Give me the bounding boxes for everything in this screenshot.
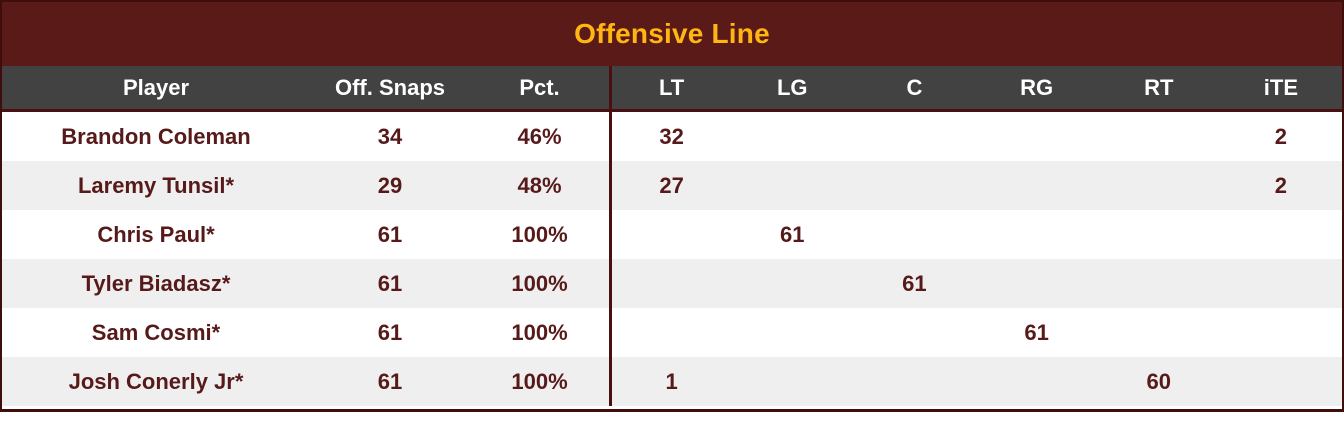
cell-rt xyxy=(1098,308,1220,357)
cell-lg: 61 xyxy=(780,221,805,247)
cell-rg xyxy=(975,161,1097,210)
cell-snaps: 61 xyxy=(377,319,403,345)
cell-rg xyxy=(975,112,1097,161)
column-header-lt: LT xyxy=(609,66,731,109)
cell-lt: 32 xyxy=(609,112,731,161)
offensive-line-table: Offensive Line Player Off. Snaps Pct. LT… xyxy=(0,0,1344,412)
column-header-rg: RG xyxy=(1020,74,1054,100)
cell-player: Josh Conerly Jr* xyxy=(68,368,244,394)
cell-snaps: 29 xyxy=(377,172,403,198)
cell-lg xyxy=(731,259,853,308)
column-header-lg: LG xyxy=(776,74,808,100)
table-row: Chris Paul* 61 100% 61 xyxy=(2,210,1342,259)
cell-ite xyxy=(1220,357,1342,406)
cell-player: Laremy Tunsil* xyxy=(77,172,235,198)
cell-rg xyxy=(975,259,1097,308)
table-title: Offensive Line xyxy=(574,18,770,49)
column-header-rt: RT xyxy=(1144,74,1174,100)
cell-snaps: 61 xyxy=(377,221,403,247)
column-header-snaps: Off. Snaps xyxy=(334,74,445,100)
cell-rt xyxy=(1098,259,1220,308)
cell-lt xyxy=(609,210,731,259)
cell-lt xyxy=(609,259,731,308)
cell-ite: 2 xyxy=(1274,123,1288,149)
cell-lg xyxy=(731,357,853,406)
cell-pct: 100% xyxy=(511,270,568,296)
table-row: Tyler Biadasz* 61 100% 61 xyxy=(2,259,1342,308)
cell-player: Brandon Coleman xyxy=(61,123,251,149)
cell-rg xyxy=(975,210,1097,259)
cell-player: Sam Cosmi* xyxy=(91,319,221,345)
cell-lt: 1 xyxy=(609,357,731,406)
cell-c xyxy=(853,308,975,357)
table-title-bar: Offensive Line xyxy=(2,2,1342,66)
cell-c xyxy=(853,357,975,406)
cell-pct: 48% xyxy=(517,172,562,198)
cell-pct: 100% xyxy=(511,221,568,247)
table-row: Laremy Tunsil* 29 48% 27 2 xyxy=(2,161,1342,210)
cell-lt: 27 xyxy=(609,161,731,210)
cell-rt xyxy=(1098,112,1220,161)
cell-player: Chris Paul* xyxy=(97,221,215,247)
cell-pct: 100% xyxy=(511,368,568,394)
table-row: Josh Conerly Jr* 61 100% 1 60 xyxy=(2,357,1342,406)
cell-rg xyxy=(975,357,1097,406)
cell-rt xyxy=(1098,161,1220,210)
table-row: Brandon Coleman 34 46% 32 2 xyxy=(2,112,1342,161)
cell-c xyxy=(853,112,975,161)
cell-pct: 100% xyxy=(511,319,568,345)
cell-c xyxy=(853,210,975,259)
table-body: Brandon Coleman 34 46% 32 2 Laremy Tunsi… xyxy=(2,112,1342,406)
table-row: Sam Cosmi* 61 100% 61 xyxy=(2,308,1342,357)
cell-rt: 60 xyxy=(1146,368,1171,394)
cell-c: 61 xyxy=(902,270,927,296)
cell-snaps: 61 xyxy=(377,270,403,296)
cell-snaps: 34 xyxy=(377,123,403,149)
cell-lg xyxy=(731,308,853,357)
cell-snaps: 61 xyxy=(377,368,403,394)
cell-ite: 2 xyxy=(1274,172,1288,198)
cell-lg xyxy=(731,112,853,161)
cell-player: Tyler Biadasz* xyxy=(81,270,231,296)
column-header-c: C xyxy=(906,74,923,100)
cell-ite xyxy=(1220,259,1342,308)
column-header-player: Player xyxy=(122,74,190,100)
cell-lg xyxy=(731,161,853,210)
cell-lt xyxy=(609,308,731,357)
cell-ite xyxy=(1220,308,1342,357)
cell-ite xyxy=(1220,210,1342,259)
cell-rg: 61 xyxy=(1024,319,1049,345)
column-header-ite: iTE xyxy=(1263,74,1299,100)
cell-pct: 46% xyxy=(517,123,562,149)
column-header-pct: Pct. xyxy=(519,74,560,100)
cell-rt xyxy=(1098,210,1220,259)
cell-c xyxy=(853,161,975,210)
column-header-row: Player Off. Snaps Pct. LT LG C RG RT iTE xyxy=(2,66,1342,112)
